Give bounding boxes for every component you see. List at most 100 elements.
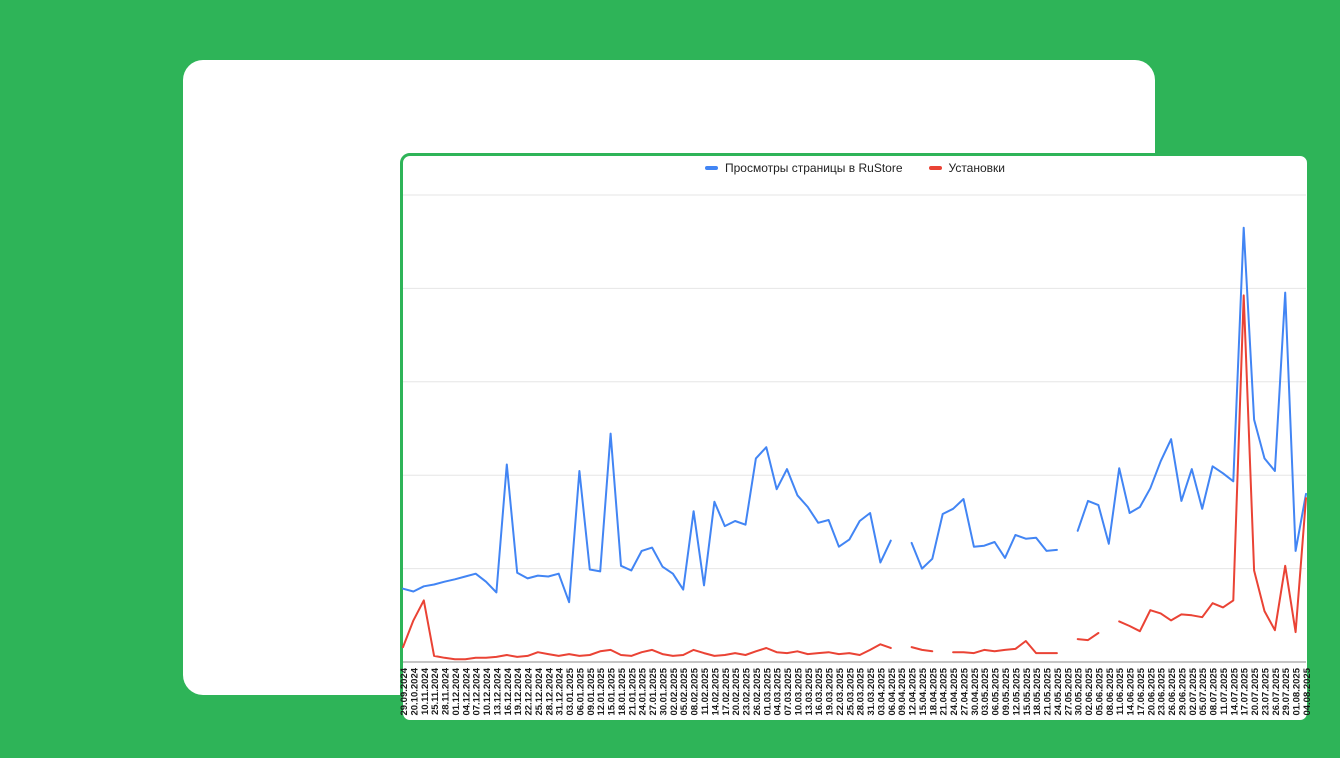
x-axis-label: 20.07.2025 <box>1250 667 1261 715</box>
x-axis-label: 30.05.2025 <box>1074 667 1085 715</box>
x-axis-label: 19.12.2024 <box>513 667 524 715</box>
x-axis-label: 22.12.2024 <box>524 667 535 715</box>
x-axis-label: 28.11.2024 <box>441 667 452 715</box>
x-axis-label: 04.12.2024 <box>461 667 472 715</box>
x-axis-label: 26.07.2025 <box>1271 667 1282 715</box>
x-axis-label: 16.03.2025 <box>814 667 825 715</box>
x-axis-label: 25.11.2024 <box>430 667 441 715</box>
x-axis-label: 11.07.2025 <box>1219 667 1230 715</box>
x-axis-label: 15.05.2025 <box>1022 667 1033 715</box>
x-axis-label: 07.12.2024 <box>472 667 483 715</box>
series-line-installs[interactable] <box>1118 294 1307 634</box>
x-axis-label: 27.01.2025 <box>648 667 659 715</box>
x-axis-label: 24.04.2025 <box>949 667 960 715</box>
x-axis-label: 11.06.2025 <box>1115 667 1126 715</box>
chart-panel: 29.09.2024 20.10.2024 10.11.2024 25.11.2024… <box>399 153 1313 723</box>
x-axis-label: 24.01.2025 <box>638 667 649 715</box>
x-axis-label: 22.03.2025 <box>835 667 846 715</box>
x-axis-label: 09.04.2025 <box>897 667 908 715</box>
x-axis-label: 31.03.2025 <box>866 667 877 715</box>
x-axis-label: 07.03.2025 <box>783 667 794 715</box>
series-line-installs[interactable] <box>402 599 892 661</box>
x-axis-label: 05.07.2025 <box>1198 667 1209 715</box>
x-axis-label: 25.03.2025 <box>845 667 856 715</box>
x-axis-label: 05.06.2025 <box>1094 667 1105 715</box>
x-axis-label: 14.07.2025 <box>1229 667 1240 715</box>
x-axis-label: 04.03.2025 <box>773 667 784 715</box>
x-axis-label: 17.06.2025 <box>1136 667 1147 715</box>
x-axis-label: 20.10.2024 <box>409 667 420 715</box>
x-axis-label: 02.07.2025 <box>1188 667 1199 715</box>
x-axis-label: 09.05.2025 <box>1001 667 1012 715</box>
x-axis-label: 02.06.2025 <box>1084 667 1095 715</box>
x-axis-label: 16.12.2024 <box>503 667 514 715</box>
series-line-views[interactable] <box>1076 226 1307 552</box>
x-axis-label: 13.03.2025 <box>804 667 815 715</box>
x-axis-label: 21.04.2025 <box>939 667 950 715</box>
x-axis-label: 27.05.2025 <box>1063 667 1074 715</box>
x-axis-label: 06.05.2025 <box>991 667 1002 715</box>
x-axis-label: 17.02.2025 <box>721 667 732 715</box>
x-axis-label: 03.05.2025 <box>980 667 991 715</box>
x-axis-label: 06.01.2025 <box>575 667 586 715</box>
x-axis-label: 02.02.2025 <box>669 667 680 715</box>
x-axis-label: 12.01.2025 <box>596 667 607 715</box>
chart-plot-area: 29.09.2024 20.10.2024 10.11.2024 25.11.2024… <box>399 156 1313 720</box>
x-axis-label: 21.05.2025 <box>1043 667 1054 715</box>
x-axis-label: 18.01.2025 <box>617 667 628 715</box>
x-axis-label: 23.06.2025 <box>1157 667 1168 715</box>
x-axis-label: 31.12.2024 <box>555 667 566 715</box>
x-axis-label: 28.12.2024 <box>544 667 555 715</box>
x-axis-label: 10.03.2025 <box>793 667 804 715</box>
x-axis-label: 09.01.2025 <box>586 667 597 715</box>
x-axis-label: 03.01.2025 <box>565 667 576 715</box>
x-axis-label: 26.02.2025 <box>752 667 763 715</box>
x-axis-label: 01.12.2024 <box>451 667 462 715</box>
x-axis-label: 05.02.2025 <box>679 667 690 715</box>
x-axis-label: 15.01.2025 <box>607 667 618 715</box>
x-axis-label: 23.07.2025 <box>1260 667 1271 715</box>
x-axis-label: 06.04.2025 <box>887 667 898 715</box>
x-axis-label: 08.07.2025 <box>1209 667 1220 715</box>
x-axis-label: 08.06.2025 <box>1105 667 1116 715</box>
x-axis-label: 12.05.2025 <box>1011 667 1022 715</box>
x-axis-label: 27.04.2025 <box>959 667 970 715</box>
x-axis-label: 04.08.2025 <box>1302 667 1313 715</box>
x-axis-label: 21.01.2025 <box>627 667 638 715</box>
series-line-installs[interactable] <box>910 646 934 653</box>
x-axis-label: 20.06.2025 <box>1146 667 1157 715</box>
chart-canvas[interactable]: 29.09.2024 20.10.2024 10.11.2024 25.11.2024… <box>399 156 1313 720</box>
x-axis-label: 19.03.2025 <box>825 667 836 715</box>
series-line-views[interactable] <box>910 498 1058 570</box>
x-axis-label: 01.03.2025 <box>762 667 773 715</box>
x-axis-label: 10.12.2024 <box>482 667 493 715</box>
x-axis-label: 10.11.2024 <box>420 667 431 715</box>
x-axis-label: 15.04.2025 <box>918 667 929 715</box>
x-axis-label: 23.02.2025 <box>742 667 753 715</box>
x-axis-label: 14.02.2025 <box>710 667 721 715</box>
x-axis-label: 29.09.2024 <box>399 667 410 715</box>
content-card: 29.09.2024 20.10.2024 10.11.2024 25.11.2024… <box>183 60 1313 723</box>
x-axis-label: 03.04.2025 <box>876 667 887 715</box>
x-axis-label: 18.04.2025 <box>928 667 939 715</box>
x-axis-label: 01.08.2025 <box>1292 667 1303 715</box>
x-axis-label: 25.12.2024 <box>534 667 545 715</box>
x-axis-label: 28.03.2025 <box>856 667 867 715</box>
x-axis-label: 17.07.2025 <box>1240 667 1251 715</box>
x-axis-label: 30.01.2025 <box>658 667 669 715</box>
x-axis-label: 13.12.2024 <box>492 667 503 715</box>
x-axis-label: 18.05.2025 <box>1032 667 1043 715</box>
x-axis-label: 14.06.2025 <box>1126 667 1137 715</box>
series-line-views[interactable] <box>402 432 892 604</box>
x-axis-label: 29.07.2025 <box>1281 667 1292 715</box>
x-axis-label: 30.04.2025 <box>970 667 981 715</box>
x-axis-label: 24.05.2025 <box>1053 667 1064 715</box>
x-axis-label: 26.06.2025 <box>1167 667 1178 715</box>
x-axis-label: 11.02.2025 <box>700 667 711 715</box>
x-axis-label: 20.02.2025 <box>731 667 742 715</box>
series-line-installs[interactable] <box>1076 632 1100 642</box>
x-axis-label: 29.06.2025 <box>1177 667 1188 715</box>
x-axis-label: 12.04.2025 <box>908 667 919 715</box>
series-line-installs[interactable] <box>952 640 1058 655</box>
